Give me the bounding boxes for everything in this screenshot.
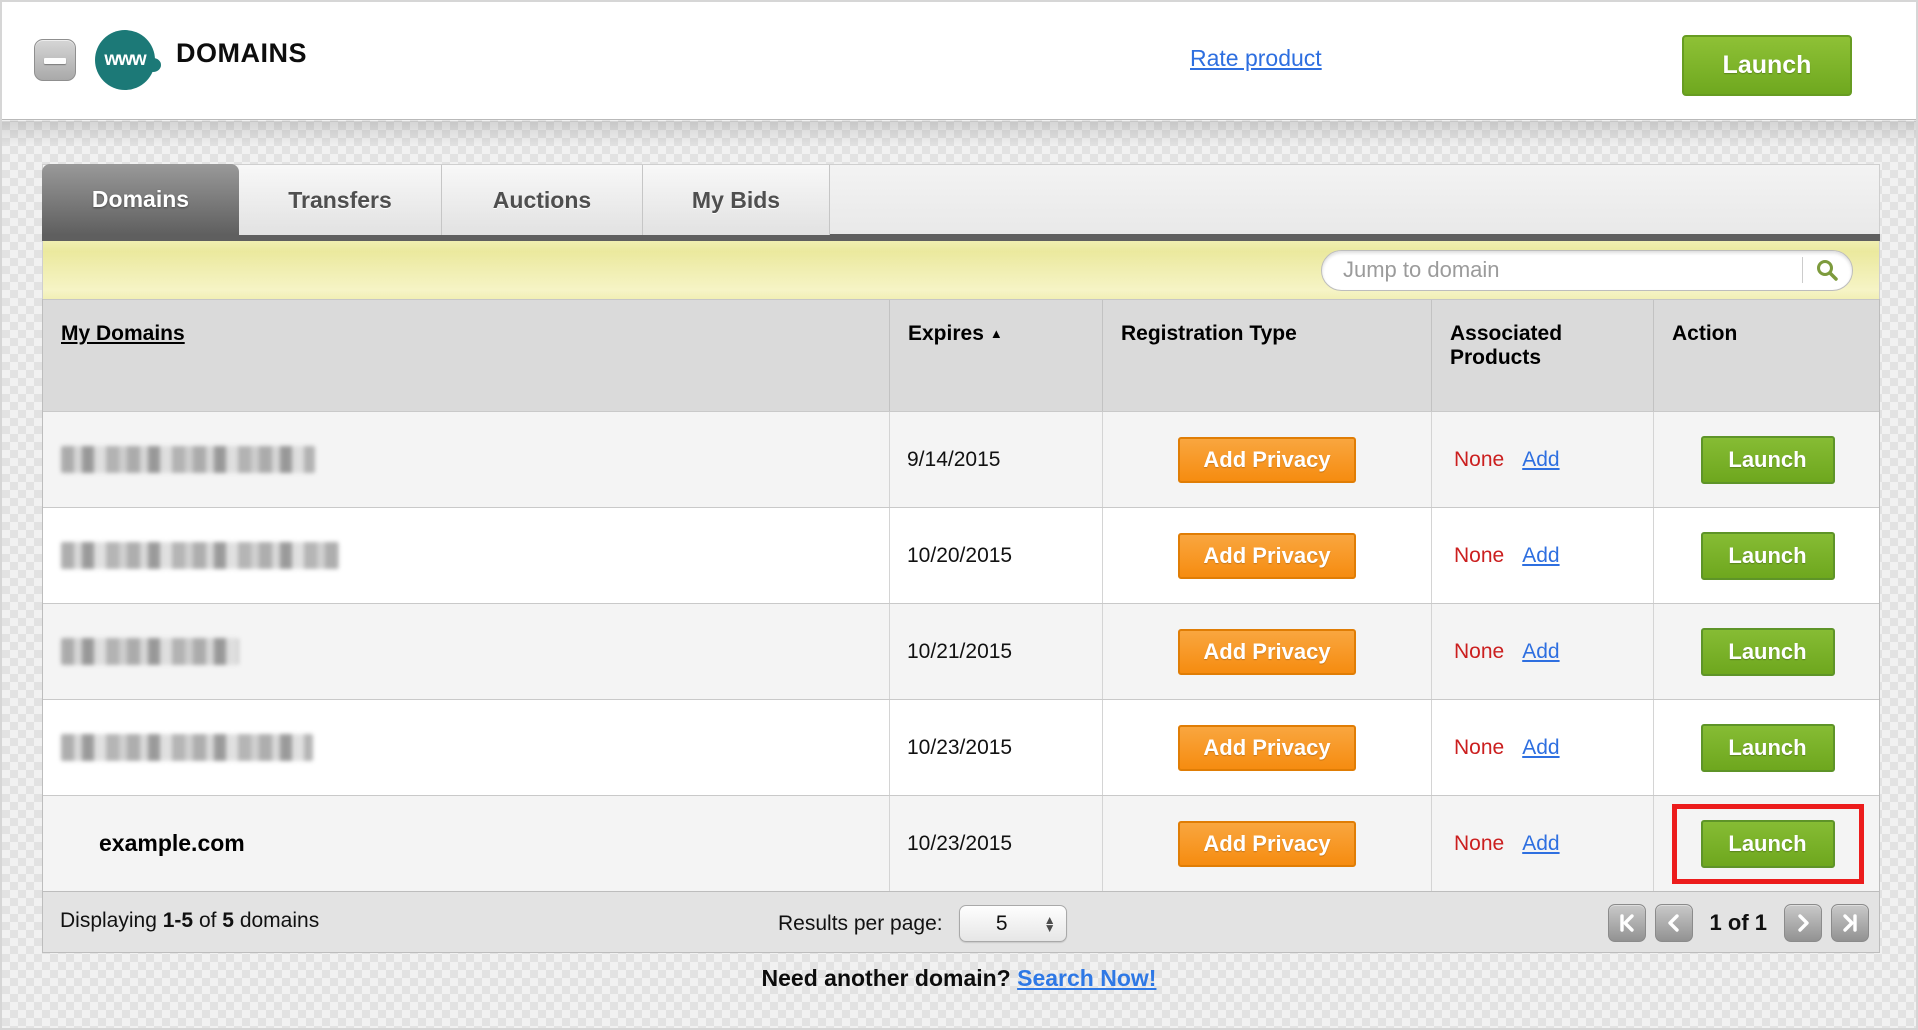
search-divider — [1802, 257, 1803, 283]
redacted-domain-name — [61, 446, 315, 473]
rate-product-link[interactable]: Rate product — [1190, 45, 1322, 71]
launch-domain-button-highlighted[interactable]: Launch — [1700, 819, 1835, 868]
last-page-button[interactable] — [1831, 904, 1869, 942]
search-icon[interactable] — [1815, 258, 1839, 282]
example-domain-label: example.com — [99, 830, 245, 856]
red-highlight-box: Launch — [1671, 803, 1864, 884]
table-header-row: My Domains Expires ▲ Registration Type As… — [43, 299, 1879, 411]
search-now-link[interactable]: Search Now! — [1017, 965, 1157, 991]
domains-card: Domains Transfers Auctions My Bids My Do… — [42, 164, 1880, 953]
launch-domain-button[interactable]: Launch — [1700, 627, 1835, 676]
prev-page-button[interactable] — [1654, 904, 1693, 942]
page-status: 1 of 1 — [1709, 910, 1767, 935]
header-shadow — [2, 121, 1916, 147]
associated-none-label: None — [1454, 831, 1505, 855]
displaying-range: 1-5 — [162, 909, 194, 932]
table-footer: Displaying 1-5 of 5 domains Results per … — [42, 891, 1880, 953]
add-privacy-button[interactable]: Add Privacy — [1178, 436, 1356, 483]
first-page-icon — [1619, 914, 1634, 932]
active-tab-strip — [42, 234, 1880, 241]
results-per-page-label: Results per page: — [778, 911, 943, 935]
need-domain-prompt: Need another domain? Search Now! — [2, 965, 1916, 992]
collapse-button[interactable] — [34, 39, 76, 81]
search-input[interactable] — [1341, 256, 1794, 284]
sort-asc-icon: ▲ — [989, 326, 1003, 341]
associated-none-label: None — [1454, 447, 1505, 471]
chevron-right-icon — [1798, 914, 1809, 932]
expires-date: 10/23/2015 — [889, 796, 1102, 891]
search-bar — [42, 241, 1880, 299]
add-product-link[interactable]: Add — [1522, 639, 1560, 663]
first-page-button[interactable] — [1607, 904, 1646, 942]
table-row: 10/23/2015 Add Privacy None Add Launch — [43, 699, 1879, 795]
expires-date: 9/14/2015 — [889, 412, 1102, 507]
column-action: Action — [1653, 300, 1881, 411]
tab-auctions[interactable]: Auctions — [442, 165, 643, 235]
next-page-button[interactable] — [1784, 904, 1822, 942]
table-row-example: example.com 10/23/2015 Add Privacy None … — [43, 795, 1879, 891]
add-privacy-button[interactable]: Add Privacy — [1178, 628, 1356, 675]
add-privacy-button[interactable]: Add Privacy — [1178, 724, 1356, 771]
logo-text: www — [104, 49, 146, 70]
add-product-link[interactable]: Add — [1522, 735, 1560, 759]
table-row: 9/14/2015 Add Privacy None Add Launch — [43, 411, 1879, 507]
associated-none-label: None — [1454, 543, 1505, 567]
pagination: 1 of 1 — [1607, 904, 1869, 942]
jump-to-domain-searchbox[interactable] — [1321, 249, 1853, 291]
displaying-total: 5 — [222, 909, 234, 932]
add-privacy-button[interactable]: Add Privacy — [1178, 820, 1356, 867]
launch-domain-button[interactable]: Launch — [1700, 723, 1835, 772]
associated-none-label: None — [1454, 735, 1505, 759]
add-product-link[interactable]: Add — [1522, 447, 1560, 471]
chevron-left-icon — [1667, 914, 1679, 932]
page-title: DOMAINS — [176, 38, 307, 68]
table-row: 10/21/2015 Add Privacy None Add Launch — [43, 603, 1879, 699]
need-domain-text: Need another domain? — [761, 965, 1011, 991]
tab-transfers[interactable]: Transfers — [239, 165, 442, 235]
last-page-icon — [1843, 914, 1857, 932]
results-per-page-value: 5 — [995, 911, 1008, 935]
table-row: 10/20/2015 Add Privacy None Add Launch — [43, 507, 1879, 603]
column-associated-products: Associated Products — [1431, 300, 1653, 411]
select-stepper-icon: ▲ ▼ — [1043, 912, 1056, 935]
results-per-page-select[interactable]: 5 ▲ ▼ — [958, 905, 1067, 942]
expires-date: 10/20/2015 — [889, 508, 1102, 603]
add-privacy-button[interactable]: Add Privacy — [1178, 532, 1356, 579]
redacted-domain-name — [61, 734, 313, 761]
tab-my-bids[interactable]: My Bids — [643, 165, 830, 235]
minus-icon — [44, 58, 66, 64]
redacted-domain-name — [61, 542, 339, 569]
expires-date: 10/21/2015 — [889, 604, 1102, 699]
column-registration-type: Registration Type — [1102, 300, 1431, 411]
domains-table: My Domains Expires ▲ Registration Type As… — [42, 299, 1880, 891]
column-my-domains[interactable]: My Domains — [61, 322, 185, 345]
www-logo-icon: www — [95, 30, 161, 90]
app-header: www DOMAINS Rate product Launch — [2, 2, 1916, 120]
add-product-link[interactable]: Add — [1522, 831, 1560, 855]
add-product-link[interactable]: Add — [1522, 543, 1560, 567]
launch-app-button[interactable]: Launch — [1682, 35, 1852, 96]
expires-date: 10/23/2015 — [889, 700, 1102, 795]
tab-bar: Domains Transfers Auctions My Bids — [42, 164, 1880, 235]
displaying-status: Displaying 1-5 of 5 domains — [60, 909, 320, 932]
redacted-domain-name — [61, 638, 239, 665]
tab-domains[interactable]: Domains — [42, 164, 239, 235]
column-expires[interactable]: Expires ▲ — [889, 300, 1102, 411]
associated-none-label: None — [1454, 639, 1505, 663]
launch-domain-button[interactable]: Launch — [1700, 531, 1835, 580]
launch-domain-button[interactable]: Launch — [1700, 435, 1835, 484]
